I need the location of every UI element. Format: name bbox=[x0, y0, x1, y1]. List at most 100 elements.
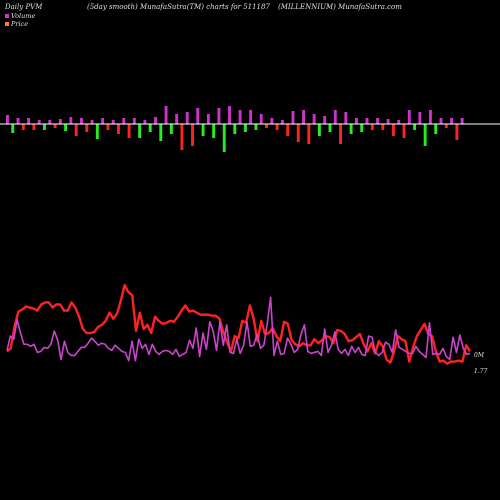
pvm-bar bbox=[117, 124, 120, 134]
pvm-bar bbox=[206, 114, 210, 124]
legend-volume-label: Volume bbox=[11, 12, 36, 20]
pvm-bar bbox=[265, 124, 268, 128]
pvm-bar bbox=[391, 124, 395, 136]
pvm-bar bbox=[254, 124, 258, 130]
pvm-bar bbox=[37, 120, 41, 124]
pvm-bar bbox=[360, 124, 364, 132]
pvm-bar bbox=[275, 124, 279, 130]
pvm-bar bbox=[323, 116, 327, 124]
pvm-bar bbox=[21, 124, 25, 130]
pvm-bar bbox=[101, 118, 105, 124]
pvm-bar bbox=[69, 117, 73, 124]
pvm-bar bbox=[455, 124, 459, 140]
pvm-bar bbox=[201, 124, 205, 136]
pvm-bar bbox=[307, 124, 311, 144]
pvm-bar bbox=[259, 114, 263, 124]
pvm-bar bbox=[439, 118, 443, 124]
pvm-bar bbox=[354, 118, 358, 124]
pvm-bar bbox=[344, 112, 348, 124]
pvm-bar bbox=[270, 118, 274, 124]
pvm-bar bbox=[296, 124, 300, 142]
pvm-bar bbox=[6, 115, 9, 124]
pvm-bar bbox=[423, 124, 427, 146]
pvm-bar bbox=[132, 118, 136, 124]
pvm-bar bbox=[43, 124, 46, 130]
pvm-bar bbox=[365, 118, 369, 124]
pvm-bar bbox=[428, 110, 432, 124]
legend-volume-swatch bbox=[5, 14, 9, 18]
legend-volume: Volume bbox=[5, 12, 35, 20]
pvm-bar bbox=[302, 110, 305, 124]
pvm-bar bbox=[64, 124, 68, 131]
pvm-bar bbox=[386, 119, 390, 124]
pvm-bar bbox=[122, 118, 126, 124]
pvm-bar bbox=[212, 124, 216, 138]
pvm-bar bbox=[80, 118, 83, 124]
pvm-bar bbox=[58, 119, 62, 124]
legend-price: Price bbox=[5, 20, 28, 28]
pvm-bar bbox=[95, 124, 99, 139]
pvm-bar bbox=[175, 114, 179, 124]
pvm-bar bbox=[450, 118, 454, 124]
chart-title-right: (MILLENNIUM) MunafaSutra.com bbox=[278, 3, 402, 11]
pvm-bar bbox=[53, 124, 57, 128]
pvm-bar bbox=[16, 118, 20, 124]
pvm-bar bbox=[286, 124, 290, 136]
pvm-bar bbox=[317, 124, 321, 136]
pvm-bar bbox=[291, 111, 295, 124]
pvm-bar bbox=[418, 112, 422, 124]
legend-price-swatch bbox=[5, 22, 9, 26]
chart-title-center: (5day smooth) MunafaSutra(TM) charts for… bbox=[87, 3, 270, 11]
pvm-bar bbox=[312, 114, 316, 124]
pvm-bar bbox=[27, 118, 31, 124]
pvm-bar bbox=[376, 118, 380, 124]
pvm-bar bbox=[74, 124, 78, 136]
price-line bbox=[6, 283, 472, 365]
pvm-bar bbox=[413, 124, 417, 130]
pvm-bar bbox=[180, 124, 184, 150]
price-end-label: 1.77 bbox=[474, 368, 488, 375]
pvm-bar bbox=[460, 118, 464, 124]
pvm-bar bbox=[434, 124, 438, 134]
pvm-bar bbox=[333, 110, 337, 124]
pvm-bar bbox=[148, 124, 152, 132]
pvm-bar bbox=[169, 124, 173, 134]
pvm-bar bbox=[370, 124, 374, 130]
pvm-bar bbox=[228, 106, 231, 124]
pvm-bar bbox=[48, 120, 52, 124]
pvm-bar bbox=[249, 110, 253, 124]
pvm-bar bbox=[159, 124, 163, 141]
pvm-bar bbox=[85, 124, 89, 132]
pvm-bar bbox=[238, 110, 242, 124]
pvm-bar bbox=[90, 120, 94, 124]
pvm-bar bbox=[339, 124, 343, 144]
pvm-bar bbox=[407, 110, 411, 124]
pvm-bar bbox=[196, 108, 200, 124]
pvm-bar bbox=[185, 112, 189, 124]
pvm-bar bbox=[222, 124, 226, 152]
volume-line bbox=[6, 296, 471, 362]
pvm-bar bbox=[127, 124, 131, 138]
pvm-bar bbox=[143, 120, 147, 124]
pvm-bar bbox=[217, 108, 221, 124]
bar-group bbox=[6, 106, 464, 152]
pvm-bar bbox=[11, 124, 15, 133]
pvm-bar bbox=[164, 106, 168, 124]
pvm-bar bbox=[328, 124, 332, 132]
volume-end-label: 0M bbox=[474, 352, 484, 359]
legend-price-label: Price bbox=[11, 20, 29, 28]
pvm-bar bbox=[397, 120, 401, 124]
pvm-bar bbox=[444, 124, 448, 128]
pvm-bar bbox=[106, 124, 110, 130]
pvm-bar bbox=[32, 124, 36, 130]
pvm-bar bbox=[381, 124, 385, 130]
pvm-bar bbox=[349, 124, 353, 134]
pvm-bar bbox=[111, 120, 115, 124]
pvm-bar bbox=[154, 117, 157, 124]
pvm-bar bbox=[280, 120, 284, 124]
pvm-bar bbox=[138, 124, 142, 138]
chart-title-left: Daily PVM bbox=[5, 3, 43, 11]
line-group bbox=[6, 283, 472, 365]
pvm-bar bbox=[243, 124, 247, 132]
